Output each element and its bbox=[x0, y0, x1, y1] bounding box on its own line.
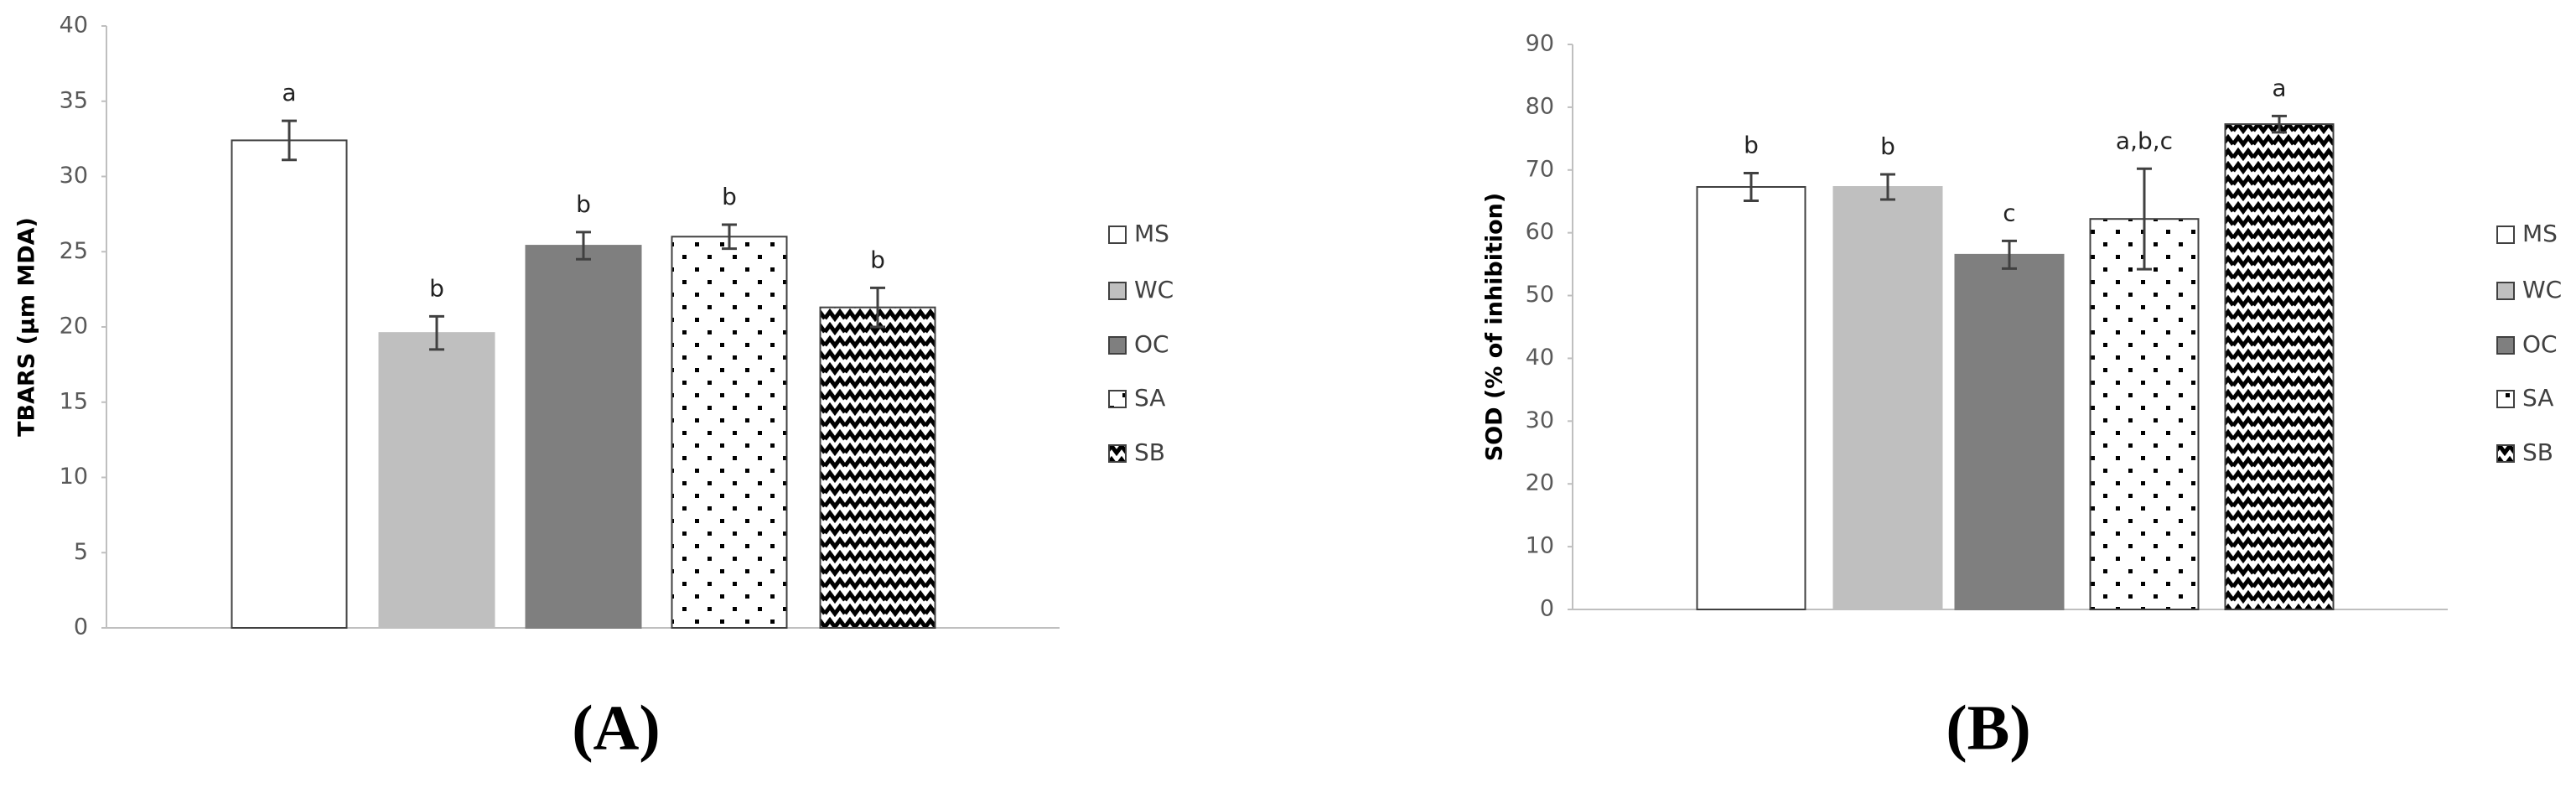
legend-swatch bbox=[1108, 444, 1127, 463]
y-tick-label: 30 bbox=[1526, 407, 1554, 433]
error-bar bbox=[2137, 167, 2152, 271]
legend-swatch bbox=[1108, 282, 1127, 300]
bar bbox=[671, 236, 788, 629]
y-tick-label: 5 bbox=[74, 539, 88, 565]
error-bar bbox=[282, 119, 297, 162]
legend-label: OC bbox=[1134, 330, 1169, 358]
y-tick-label: 25 bbox=[60, 238, 88, 264]
legend-swatch bbox=[2496, 282, 2515, 300]
y-axis-label: SOD (% of inhibition) bbox=[1482, 193, 1508, 462]
significance-label: b bbox=[870, 246, 885, 273]
bar bbox=[1954, 253, 2065, 610]
y-tick-label: 20 bbox=[1526, 470, 1554, 496]
legend-label: OC bbox=[2522, 330, 2558, 358]
error-bar bbox=[2272, 114, 2287, 134]
significance-label: a,b,c bbox=[2116, 127, 2173, 154]
y-tick-label: 20 bbox=[60, 314, 88, 340]
legend-swatch bbox=[1108, 226, 1127, 244]
y-tick-label: 80 bbox=[1526, 93, 1554, 119]
y-tick-label: 40 bbox=[1526, 345, 1554, 371]
legend-swatch bbox=[1108, 390, 1127, 408]
error-bar bbox=[2002, 239, 2017, 270]
bar-chart: 0 5 10 15 20 25 30 35 40 TBARS (µm MDA) a MS b WC b OC b… bbox=[14, 13, 1174, 764]
bar bbox=[378, 332, 495, 629]
y-tick-label: 60 bbox=[1526, 219, 1554, 245]
legend-label: WC bbox=[2522, 276, 2562, 303]
y-tick-label: 50 bbox=[1526, 282, 1554, 308]
legend-swatch bbox=[1108, 336, 1127, 355]
significance-label: b bbox=[1880, 132, 1895, 160]
y-tick-label: 10 bbox=[1526, 533, 1554, 559]
panel-label: (A) bbox=[572, 692, 661, 763]
error-bar bbox=[429, 314, 444, 351]
y-tick-label: 10 bbox=[60, 464, 88, 490]
y-tick-label: 0 bbox=[1540, 596, 1554, 622]
significance-label: a bbox=[2272, 74, 2286, 101]
significance-label: c bbox=[2003, 199, 2015, 226]
bar bbox=[819, 306, 936, 629]
bar bbox=[1832, 185, 1943, 610]
legend-label: SA bbox=[2522, 384, 2553, 412]
error-bar bbox=[1744, 172, 1759, 202]
error-bar bbox=[870, 286, 885, 329]
y-tick-label: 0 bbox=[74, 614, 88, 640]
bar bbox=[2224, 123, 2335, 610]
legend-label: MS bbox=[2522, 220, 2558, 247]
significance-label: b bbox=[722, 183, 737, 210]
error-bar bbox=[576, 231, 591, 261]
y-tick-label: 90 bbox=[1526, 31, 1554, 57]
y-tick-label: 40 bbox=[60, 13, 88, 39]
legend-label: SB bbox=[1134, 438, 1165, 466]
bar bbox=[525, 245, 642, 629]
error-bar bbox=[1880, 173, 1895, 201]
significance-label: b bbox=[576, 190, 591, 218]
y-tick-label: 30 bbox=[60, 163, 88, 189]
legend-label: SB bbox=[2522, 438, 2553, 466]
panel-label: (B) bbox=[1946, 692, 2030, 763]
bar bbox=[1696, 185, 1806, 610]
bar bbox=[2089, 218, 2200, 610]
legend-swatch bbox=[2496, 226, 2515, 244]
significance-label: b bbox=[1744, 132, 1759, 159]
legend-swatch bbox=[2496, 336, 2515, 355]
legend-swatch bbox=[2496, 390, 2515, 408]
legend-label: WC bbox=[1134, 276, 1174, 303]
legend-label: MS bbox=[1134, 220, 1169, 247]
bar bbox=[231, 139, 348, 630]
legend-label: SA bbox=[1134, 384, 1165, 412]
bar-chart: 0 10 20 30 40 50 60 70 80 90 SOD (% of inhibition)… bbox=[1482, 31, 2563, 764]
y-tick-label: 35 bbox=[60, 87, 88, 113]
significance-label: b bbox=[429, 274, 444, 302]
y-tick-label: 15 bbox=[60, 388, 88, 414]
y-tick-label: 70 bbox=[1526, 156, 1554, 182]
error-bar bbox=[722, 223, 737, 251]
y-axis-label: TBARS (µm MDA) bbox=[14, 217, 40, 437]
significance-label: a bbox=[282, 79, 296, 106]
legend-swatch bbox=[2496, 444, 2515, 463]
